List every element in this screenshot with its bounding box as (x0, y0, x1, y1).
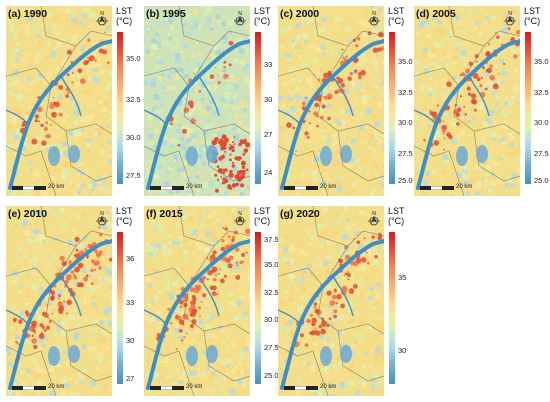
legend-tick-label: 33 (126, 298, 135, 308)
lst-map (414, 6, 520, 196)
legend-tick-label: 27.5 (126, 171, 141, 181)
lst-map (278, 206, 384, 396)
north-arrow-icon: N (368, 211, 380, 226)
legend-colorbar (117, 32, 123, 184)
scale-bar (284, 386, 318, 390)
legend-tick-label: 30.0 (264, 315, 279, 325)
panel-label: (a) 1990 (8, 8, 48, 20)
legend-title: LST (°C) (116, 206, 133, 226)
north-arrow-icon: N (96, 211, 108, 226)
legend-tick-label: 27 (264, 130, 273, 140)
scale-bar (12, 386, 46, 390)
legend-title: LST (°C) (254, 206, 271, 226)
north-label: N (100, 11, 104, 17)
legend-tick-label: 32.5 (126, 95, 141, 105)
panel-label: (e) 2010 (8, 208, 48, 220)
legend-tick-label: 30.0 (126, 133, 141, 143)
scale-label: 20 km (320, 384, 337, 390)
map-panel: N 20 km (e) 2010 LST (°C) 36 33 30 27 (6, 206, 142, 396)
map-panel: N 20 km (g) 2020 LST (°C) 35 30 (278, 206, 414, 396)
panel-label: (b) 1995 (146, 8, 186, 20)
legend-tick-label: 25.0 (534, 175, 549, 185)
lst-map (278, 6, 384, 196)
legend-tick-label: 27 (126, 374, 135, 384)
legend-tick-label: 27.5 (264, 342, 279, 352)
legend-colorbar (389, 32, 395, 184)
north-label: N (508, 11, 512, 17)
lst-map (6, 206, 112, 396)
legend-tick-label: 32.5 (264, 287, 279, 297)
legend-tick-label: 30 (398, 345, 407, 355)
north-arrow-icon: N (368, 11, 380, 26)
north-label: N (238, 11, 242, 17)
map-panel: N 20 km (c) 2000 LST (°C) 35.0 32.5 30.0 27.5 25.… (278, 6, 414, 196)
map-panel: N 20 km (a) 1990 LST (°C) 35.0 32.5 30.0 27.5 (6, 6, 142, 196)
legend-tick-label: 37.5 (264, 234, 279, 244)
north-arrow-icon: N (96, 11, 108, 26)
legend-tick-label: 35.0 (264, 260, 279, 270)
map-panel: N 20 km (b) 1995 LST (°C) 33 30 27 24 (144, 6, 280, 196)
panel-label: (d) 2005 (416, 8, 456, 20)
legend-tick-label: 32.5 (534, 87, 549, 97)
legend-tick-label: 30.0 (534, 118, 549, 128)
legend-tick-label: 30.0 (398, 118, 413, 128)
legend-colorbar (117, 232, 123, 384)
scale-bar (284, 186, 318, 190)
scale-bar (12, 186, 46, 190)
legend-colorbar (255, 232, 261, 384)
legend-title: LST (°C) (388, 6, 405, 26)
legend-title: LST (°C) (254, 6, 271, 26)
legend-tick-label: 25.0 (264, 371, 279, 381)
scale-label: 20 km (320, 184, 337, 190)
scale-bar (420, 186, 454, 190)
north-arrow-icon: N (234, 211, 246, 226)
legend-tick-label: 30 (126, 336, 135, 346)
legend-tick-label: 25.0 (398, 175, 413, 185)
scale-label: 20 km (48, 384, 65, 390)
scale-bar (150, 186, 184, 190)
map-panel: N 20 km (d) 2005 LST (°C) 35.0 32.5 30.0 27.5 25.… (414, 6, 550, 196)
north-arrow-icon: N (504, 11, 516, 26)
legend-title: LST (°C) (524, 6, 541, 26)
legend-tick-label: 33 (264, 60, 273, 70)
panel-label: (g) 2020 (280, 208, 320, 220)
map-panel: N 20 km (f) 2015 LST (°C) 37.5 35.0 32.5 30.0 27.… (144, 206, 280, 396)
legend-tick-label: 35.0 (126, 54, 141, 64)
legend-tick-label: 27.5 (398, 148, 413, 158)
legend-colorbar (255, 32, 261, 184)
legend-tick-label: 35 (398, 272, 407, 282)
legend-title: LST (°C) (388, 206, 405, 226)
scale-bar (150, 386, 184, 390)
legend-colorbar (389, 232, 395, 384)
panel-label: (c) 2000 (280, 8, 320, 20)
scale-label: 20 km (186, 384, 203, 390)
legend-tick-label: 35.0 (534, 57, 549, 67)
lst-map (144, 6, 250, 196)
north-label: N (100, 211, 104, 217)
legend-title: LST (°C) (116, 6, 133, 26)
panel-label: (f) 2015 (146, 208, 183, 220)
lst-map (144, 206, 250, 396)
north-label: N (372, 11, 376, 17)
legend-tick-label: 24 (264, 168, 273, 178)
scale-label: 20 km (48, 184, 65, 190)
legend-tick-label: 30 (264, 95, 273, 105)
legend-colorbar (525, 32, 531, 184)
legend-tick-label: 32.5 (398, 87, 413, 97)
legend-tick-label: 36 (126, 254, 135, 264)
north-label: N (372, 211, 376, 217)
legend-tick-label: 27.5 (534, 148, 549, 158)
north-arrow-icon: N (234, 11, 246, 26)
scale-label: 20 km (186, 184, 203, 190)
scale-label: 20 km (456, 184, 473, 190)
legend-tick-label: 35.0 (398, 57, 413, 67)
north-label: N (238, 211, 242, 217)
lst-map (6, 6, 112, 196)
